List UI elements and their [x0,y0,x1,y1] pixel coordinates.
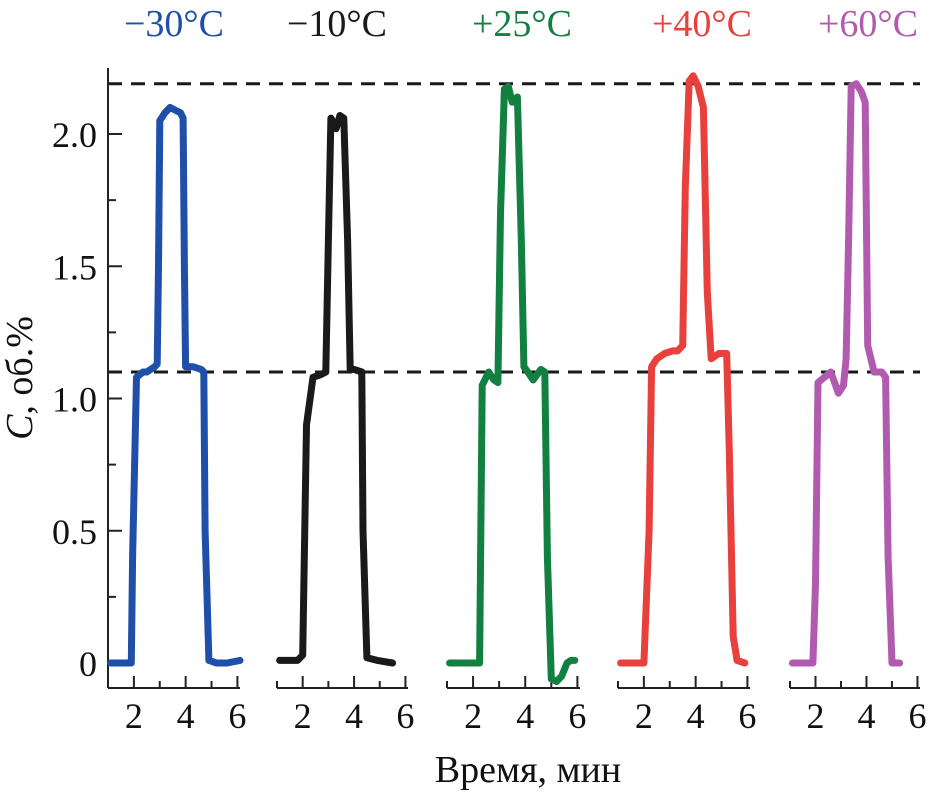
y-axis-label-unit: , об.% [0,316,41,415]
legend-label: −30°C [124,3,224,45]
x-tick-label: 4 [857,696,875,736]
legend-label: +25°C [472,3,572,45]
series-line [617,72,749,667]
x-tick-label: 6 [738,696,756,736]
x-tick-label: 6 [228,696,246,736]
legend-label: +40°C [652,3,752,45]
x-tick-label: 6 [908,696,926,736]
y-axis-label: C, об.% [0,316,41,440]
y-tick-label: 1.5 [52,247,97,287]
x-axis-label: Время, мин [435,749,621,791]
series-line [789,80,904,667]
legend-label: +60°C [818,3,918,45]
x-tick-label: 4 [177,696,195,736]
x-tick-label: 2 [806,696,824,736]
x-tick-label: 2 [125,696,143,736]
y-tick-label: 2.0 [52,115,97,155]
y-tick-label: 0.5 [52,512,97,552]
series-line [107,104,244,667]
series-line [276,112,397,667]
legend: −30°C −10°C +25°C +40°C +60°C [124,3,918,45]
x-tick-label: 4 [516,696,534,736]
y-tick-label: 1.0 [52,380,97,420]
x-tick-label: 4 [687,696,705,736]
axes: 00.51.01.52.02 4 6 2 4 6 2 4 6 2 4 6 2 4 6 [52,68,926,736]
y-tick-label: 0 [79,644,97,684]
x-tick-label: 2 [294,696,312,736]
x-tick-label: 6 [568,696,586,736]
reference-lines [108,82,920,374]
y-axis-label-variable: C [0,414,41,440]
x-tick-label: 2 [635,696,653,736]
series-line [446,82,579,685]
x-tick-label: 6 [396,696,414,736]
x-tick-label: 4 [345,696,363,736]
legend-label: −10°C [287,3,387,45]
x-tick-label: 2 [464,696,482,736]
series-lines [107,72,904,685]
